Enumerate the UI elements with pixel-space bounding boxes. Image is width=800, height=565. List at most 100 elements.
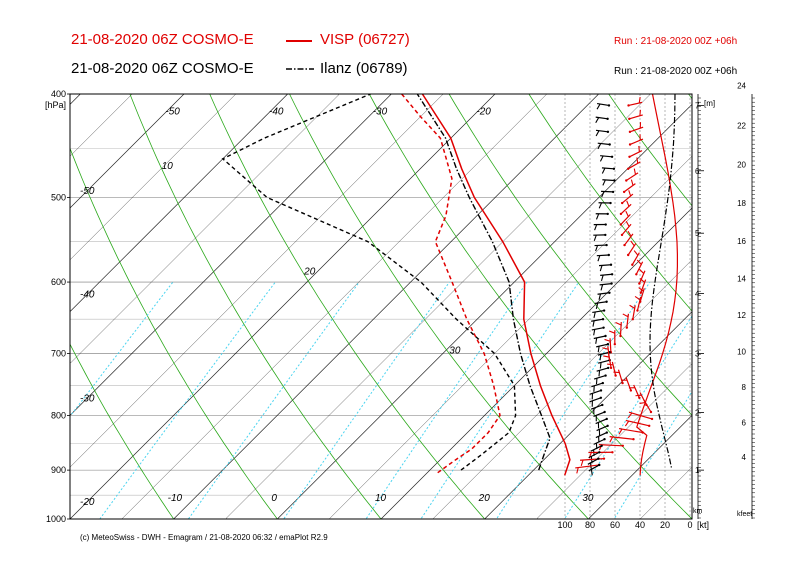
visp-wind-barb bbox=[628, 155, 631, 159]
ilanz-wind-barb bbox=[599, 155, 604, 162]
visp-wind-speed-line bbox=[636, 94, 679, 476]
visp-wind-barb bbox=[615, 322, 622, 326]
ilanz-wind-barb bbox=[597, 102, 610, 107]
y-axis-label: [hPa] bbox=[45, 100, 66, 110]
visp-wind-barb bbox=[638, 396, 641, 399]
dry-adiabat-line bbox=[448, 94, 692, 416]
visp-wind-barb bbox=[636, 309, 639, 312]
visp-wind-barb bbox=[624, 233, 634, 246]
ilanz-wind-barb bbox=[597, 346, 600, 353]
ilanz-wind-barb bbox=[607, 253, 610, 257]
ilanz-wind-barb bbox=[591, 318, 604, 322]
visp-wind-barb bbox=[609, 330, 616, 334]
ilanz-wind-barb bbox=[606, 342, 610, 346]
pressure-tick-label: 800 bbox=[51, 411, 66, 421]
visp-wind-barb bbox=[639, 291, 643, 294]
kfeet-tick-label: 18 bbox=[737, 199, 746, 208]
ilanz-wind-speed-line bbox=[649, 94, 676, 468]
visp-wind-barb bbox=[602, 347, 609, 350]
visp-wind-barb bbox=[638, 282, 641, 285]
ilanz-wind-barb bbox=[604, 233, 607, 237]
visp-wind-barb bbox=[649, 410, 653, 414]
ilanz-wind-barb bbox=[602, 309, 606, 312]
visp-wind-barb bbox=[628, 101, 643, 107]
visp-wind-barb bbox=[636, 296, 642, 311]
ilanz-wind-barb bbox=[591, 327, 604, 331]
visp-wind-barb bbox=[627, 412, 633, 419]
isotherm-label-top: -30 bbox=[373, 107, 388, 118]
ilanz-wind-barb bbox=[588, 451, 600, 459]
visp-wind-barb bbox=[631, 317, 634, 321]
ilanz-wind-barb bbox=[602, 179, 606, 186]
isotherm-label-bottom: 20 bbox=[478, 493, 491, 504]
ilanz-wind-barb bbox=[599, 283, 612, 286]
ilanz-wind-barb bbox=[600, 155, 613, 158]
visp-wind-barb bbox=[638, 145, 640, 152]
visp-wind-barb bbox=[633, 168, 637, 175]
visp-wind-barb bbox=[638, 270, 646, 284]
wind-speed-tick-label: 60 bbox=[610, 520, 620, 530]
visp-wind-barb bbox=[614, 374, 617, 377]
ilanz-wind-barb bbox=[609, 263, 613, 266]
visp-wind-barb bbox=[608, 354, 612, 369]
visp-wind-barb bbox=[629, 114, 643, 120]
dry-adiabat-line bbox=[289, 94, 589, 519]
ilanz-wind-barb bbox=[592, 320, 595, 327]
ilanz-wind-barb bbox=[593, 329, 596, 336]
dry-adiabat-label: 30 bbox=[449, 346, 461, 357]
ilanz-wind-barb bbox=[599, 354, 602, 361]
header-run-ilanz: Run : 21-08-2020 00Z +06h bbox=[614, 66, 738, 77]
ilanz-wind-barb bbox=[605, 243, 608, 247]
pressure-tick-label: 600 bbox=[51, 277, 66, 287]
ilanz-wind-barb bbox=[595, 117, 600, 124]
visp-wind-barb bbox=[636, 157, 639, 164]
ilanz-wind-barb bbox=[590, 404, 603, 410]
ilanz-wind-barb bbox=[605, 431, 608, 434]
kfeet-tick-label: 8 bbox=[742, 383, 747, 392]
visp-wind-barb bbox=[625, 326, 629, 329]
ilanz-wind-barb bbox=[600, 444, 603, 447]
ilanz-wind-barb bbox=[595, 337, 598, 344]
visp-wind-barb bbox=[609, 366, 613, 370]
isotherm-line bbox=[536, 363, 692, 519]
dry-adiabat-line bbox=[688, 94, 692, 100]
ilanz-wind-barb bbox=[589, 389, 602, 395]
visp-wind-barb bbox=[629, 138, 644, 146]
isotherm-label-left: -30 bbox=[80, 393, 95, 404]
visp-wind-barb bbox=[621, 381, 624, 385]
isotherm-label-bottom: -10 bbox=[168, 493, 183, 504]
ilanz-wind-barb bbox=[593, 311, 596, 318]
ilanz-wind-barb bbox=[603, 438, 606, 441]
kfeet-tick-label: 20 bbox=[737, 160, 746, 169]
ilanz-wind-barb bbox=[592, 309, 605, 314]
visp-wind-barb bbox=[626, 167, 630, 171]
visp-wind-barb bbox=[621, 223, 632, 236]
header-station-ilanz: Ilanz (06789) bbox=[320, 60, 408, 77]
visp-wind-barb bbox=[598, 443, 623, 447]
ilanz-wind-barb bbox=[595, 213, 600, 220]
ilanz-wind-barb bbox=[600, 284, 604, 291]
ilanz-wind-barb bbox=[598, 370, 601, 377]
wind-speed-tick-label: 100 bbox=[557, 520, 572, 530]
ilanz-wind-barb bbox=[594, 224, 598, 231]
ilanz-wind-barb bbox=[599, 265, 603, 272]
ilanz-wind-barb bbox=[606, 130, 610, 134]
isotherm-line bbox=[432, 259, 692, 519]
mixing-ratio-line bbox=[420, 281, 580, 519]
visp-wind-barb bbox=[619, 223, 622, 226]
visp-wind-barb bbox=[623, 243, 626, 247]
visp-wind-barb bbox=[621, 444, 624, 447]
visp-wind-barb bbox=[626, 253, 630, 257]
ilanz-wind-barb bbox=[600, 274, 604, 282]
ilanz-wind-barb bbox=[598, 463, 601, 467]
ilanz-wind-barb bbox=[607, 104, 611, 107]
visp-wind-barb bbox=[631, 252, 640, 266]
header-model-visp: 21-08-2020 06Z COSMO-E bbox=[71, 31, 254, 48]
ilanz-wind-barb bbox=[599, 396, 603, 399]
ilanz-wind-barb bbox=[595, 418, 607, 425]
ilanz-wind-barb bbox=[613, 179, 616, 182]
isotherm-line bbox=[277, 103, 692, 519]
kfeet-tick-label: 12 bbox=[737, 311, 746, 320]
visp-wind-barb bbox=[628, 143, 632, 146]
ilanz-wind-barb bbox=[597, 292, 610, 295]
